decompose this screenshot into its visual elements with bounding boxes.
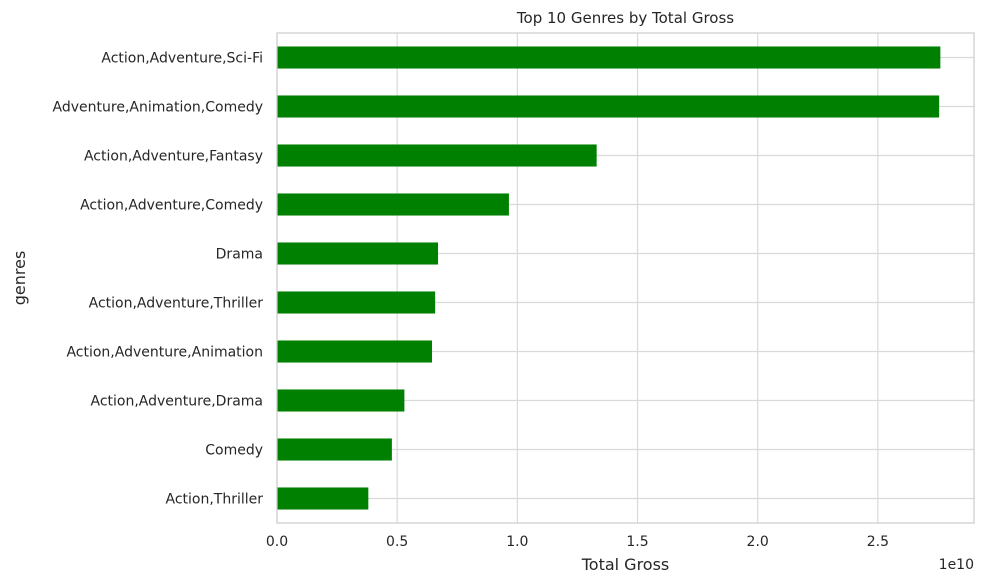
bar xyxy=(277,438,392,461)
y-tick-label: Drama xyxy=(216,247,263,263)
bar xyxy=(277,340,433,363)
bar xyxy=(277,193,509,216)
bar xyxy=(277,487,369,510)
y-tick-label: Action,Adventure,Drama xyxy=(91,394,264,410)
y-tick-label: Adventure,Animation,Comedy xyxy=(53,100,263,116)
chart-title: Top 10 Genres by Total Gross xyxy=(516,9,734,27)
bar xyxy=(277,46,941,69)
x-tick-label: 1.5 xyxy=(626,534,648,550)
x-axis-offset-label: 1e10 xyxy=(939,557,974,573)
y-tick-label: Action,Adventure,Animation xyxy=(66,345,263,361)
y-axis-label: genres xyxy=(10,251,29,306)
y-tick-label: Comedy xyxy=(205,443,263,459)
bars xyxy=(277,46,941,510)
y-tick-label: Action,Adventure,Sci-Fi xyxy=(101,51,263,67)
x-tick-label: 2.5 xyxy=(867,534,889,550)
bar xyxy=(277,144,597,167)
bar xyxy=(277,95,940,118)
x-tick-label: 1.0 xyxy=(506,534,528,550)
y-axis-ticks: Action,Adventure,Sci-Fi Adventure,Animati… xyxy=(53,51,264,508)
y-tick-label: Action,Thriller xyxy=(165,492,263,508)
bar xyxy=(277,242,439,265)
x-axis-label: Total Gross xyxy=(581,555,670,574)
x-tick-label: 0.0 xyxy=(266,534,288,550)
x-tick-label: 2.0 xyxy=(747,534,769,550)
bar xyxy=(277,291,436,314)
y-tick-label: Action,Adventure,Thriller xyxy=(89,296,264,312)
y-tick-label: Action,Adventure,Comedy xyxy=(80,198,263,214)
x-axis-ticks: 0.0 0.5 1.0 1.5 2.0 2.5 xyxy=(266,534,889,550)
bar xyxy=(277,389,405,412)
y-tick-label: Action,Adventure,Fantasy xyxy=(84,149,263,165)
plot-frame xyxy=(276,32,975,524)
x-tick-label: 0.5 xyxy=(386,534,408,550)
